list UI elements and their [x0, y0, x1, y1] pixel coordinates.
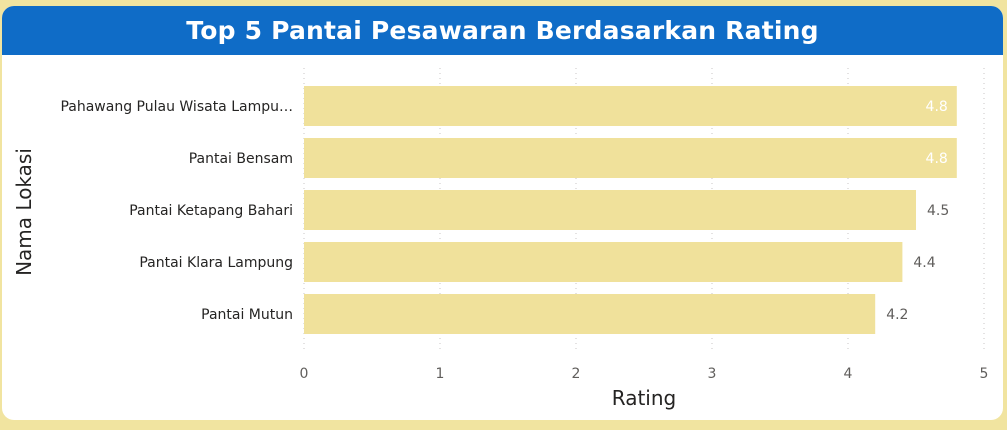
x-axis-title: Rating [612, 386, 676, 410]
category-labels: Pahawang Pulau Wisata Lampu… Pantai Bensa… [60, 99, 293, 323]
y-axis-title: Nama Lokasi [12, 148, 36, 276]
title-bar: Top 5 Pantai Pesawaran Berdasarkan Ratin… [2, 6, 1003, 55]
bar[interactable] [304, 294, 876, 334]
category-label: Pantai Klara Lampung [139, 255, 293, 271]
x-tick-label: 2 [572, 366, 581, 382]
x-tick-label: 4 [844, 366, 853, 382]
data-label: 4.8 [926, 99, 948, 115]
data-label: 4.2 [886, 307, 908, 323]
bar[interactable] [304, 190, 916, 230]
x-tick-label: 5 [980, 366, 989, 382]
x-tick-label: 3 [708, 366, 717, 382]
data-label: 4.8 [926, 151, 948, 167]
category-label: Pantai Bensam [189, 151, 293, 167]
bar[interactable] [304, 86, 957, 126]
x-tick-label: 1 [436, 366, 445, 382]
category-label: Pahawang Pulau Wisata Lampu… [60, 99, 293, 115]
bar[interactable] [304, 138, 957, 178]
value-labels: 4.8 4.8 4.5 4.4 4.2 [886, 99, 949, 323]
data-label: 4.5 [927, 203, 949, 219]
category-label: Pantai Mutun [201, 307, 293, 323]
category-label: Pantai Ketapang Bahari [129, 203, 293, 219]
x-tick-label: 0 [300, 366, 309, 382]
bar[interactable] [304, 242, 903, 282]
data-label: 4.4 [913, 255, 935, 271]
x-tick-labels: 0 1 2 3 4 5 [300, 366, 989, 382]
chart-title: Top 5 Pantai Pesawaran Berdasarkan Ratin… [186, 16, 819, 45]
bars [304, 86, 957, 334]
